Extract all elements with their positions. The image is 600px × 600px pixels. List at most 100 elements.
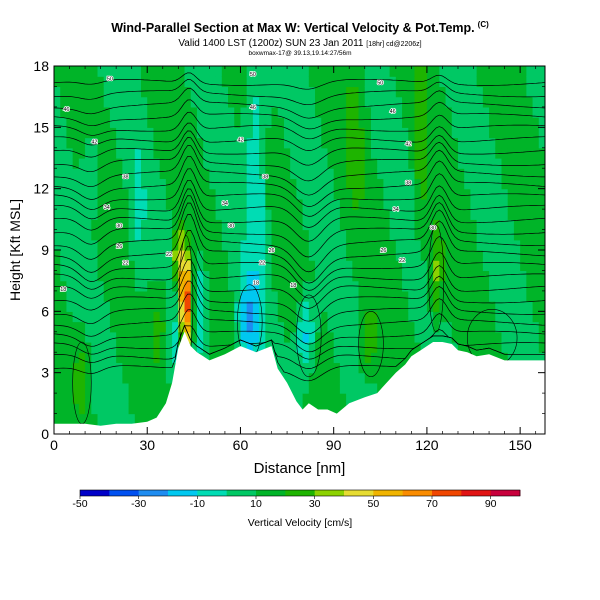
velocity-cell bbox=[346, 198, 353, 210]
velocity-cell bbox=[358, 188, 366, 200]
velocity-cell bbox=[377, 66, 385, 77]
velocity-cell bbox=[234, 147, 242, 159]
velocity-cell bbox=[395, 270, 403, 282]
velocity-cell bbox=[520, 198, 527, 210]
velocity-cell bbox=[451, 209, 459, 220]
velocity-cell bbox=[470, 137, 478, 149]
velocity-cell bbox=[153, 352, 161, 364]
velocity-cell bbox=[333, 260, 341, 272]
velocity-cell bbox=[395, 260, 403, 272]
velocity-cell bbox=[97, 260, 105, 272]
velocity-cell bbox=[451, 76, 459, 88]
velocity-cell bbox=[426, 188, 434, 200]
velocity-cell bbox=[271, 250, 279, 261]
velocity-cell bbox=[190, 96, 198, 108]
velocity-cell bbox=[296, 147, 304, 159]
velocity-cell bbox=[72, 290, 80, 302]
velocity-cell bbox=[54, 158, 61, 169]
velocity-cell bbox=[215, 239, 223, 251]
velocity-cell bbox=[476, 260, 484, 272]
velocity-cell bbox=[532, 239, 540, 251]
velocity-cell bbox=[408, 137, 416, 149]
velocity-cell bbox=[103, 168, 111, 180]
velocity-cell bbox=[395, 168, 403, 180]
velocity-cell bbox=[513, 229, 521, 241]
colorbar-title: Vertical Velocity [cm/s] bbox=[247, 517, 353, 529]
velocity-cell bbox=[426, 301, 434, 312]
velocity-cell bbox=[370, 239, 378, 251]
velocity-cell bbox=[358, 106, 366, 118]
velocity-cell bbox=[513, 260, 521, 272]
velocity-cell bbox=[134, 382, 142, 394]
velocity-cell bbox=[408, 86, 416, 98]
velocity-cell bbox=[327, 382, 335, 394]
velocity-cell bbox=[451, 229, 459, 241]
velocity-cell bbox=[122, 96, 130, 108]
velocity-cell bbox=[352, 229, 360, 241]
velocity-cell bbox=[178, 76, 186, 88]
velocity-cell bbox=[66, 96, 74, 108]
velocity-cell bbox=[464, 301, 472, 312]
velocity-cell bbox=[60, 209, 68, 220]
theta-label: 38 bbox=[405, 181, 411, 187]
velocity-cell bbox=[240, 117, 248, 128]
velocity-cell bbox=[72, 321, 80, 333]
velocity-cell bbox=[520, 66, 527, 77]
velocity-cell bbox=[333, 352, 341, 364]
velocity-cell bbox=[389, 158, 397, 169]
velocity-cell bbox=[265, 198, 273, 210]
velocity-cell bbox=[153, 127, 161, 139]
velocity-cell bbox=[308, 209, 316, 220]
velocity-cell bbox=[501, 250, 509, 261]
velocity-cell bbox=[346, 352, 353, 364]
velocity-cell bbox=[209, 270, 217, 282]
velocity-cell bbox=[520, 331, 527, 343]
velocity-cell bbox=[346, 311, 353, 323]
velocity-cell bbox=[395, 86, 403, 98]
velocity-cell bbox=[184, 188, 192, 200]
velocity-cell bbox=[72, 127, 80, 139]
velocity-cell bbox=[97, 209, 105, 220]
velocity-cell bbox=[302, 168, 310, 180]
velocity-cell bbox=[153, 229, 161, 241]
velocity-cell bbox=[259, 198, 266, 210]
velocity-cell bbox=[122, 260, 130, 272]
velocity-cell bbox=[364, 352, 372, 364]
velocity-cell bbox=[476, 331, 484, 343]
velocity-cell bbox=[383, 250, 391, 261]
velocity-cell bbox=[228, 96, 235, 108]
velocity-cell bbox=[408, 331, 416, 343]
velocity-cell bbox=[358, 229, 366, 241]
velocity-cell bbox=[234, 331, 242, 343]
velocity-cell bbox=[60, 290, 68, 302]
velocity-cell bbox=[265, 229, 273, 241]
velocity-cell bbox=[346, 382, 353, 394]
velocity-cell bbox=[346, 372, 353, 384]
velocity-cell bbox=[408, 198, 416, 210]
velocity-cell bbox=[60, 250, 68, 261]
theta-label: 46 bbox=[250, 105, 256, 111]
velocity-cell bbox=[414, 168, 422, 180]
velocity-cell bbox=[520, 147, 527, 159]
colorbar-swatch bbox=[490, 490, 521, 496]
velocity-cell bbox=[476, 229, 484, 241]
velocity-cell bbox=[352, 137, 360, 149]
velocity-cell bbox=[333, 96, 341, 108]
velocity-cell bbox=[141, 362, 148, 374]
velocity-cell bbox=[433, 76, 440, 88]
velocity-cell bbox=[85, 270, 92, 282]
velocity-cell bbox=[538, 147, 545, 159]
velocity-cell bbox=[203, 280, 210, 292]
velocity-cell bbox=[395, 117, 403, 128]
velocity-cell bbox=[91, 86, 99, 98]
velocity-cell bbox=[464, 147, 472, 159]
velocity-cell bbox=[85, 137, 92, 149]
theta-isentrope bbox=[54, 179, 545, 228]
velocity-cell bbox=[364, 188, 372, 200]
velocity-cell bbox=[327, 168, 335, 180]
velocity-cell bbox=[346, 270, 353, 282]
velocity-cell bbox=[221, 127, 229, 139]
y-tick-label: 0 bbox=[41, 426, 49, 442]
velocity-cell bbox=[302, 280, 310, 292]
velocity-cell bbox=[408, 188, 416, 200]
